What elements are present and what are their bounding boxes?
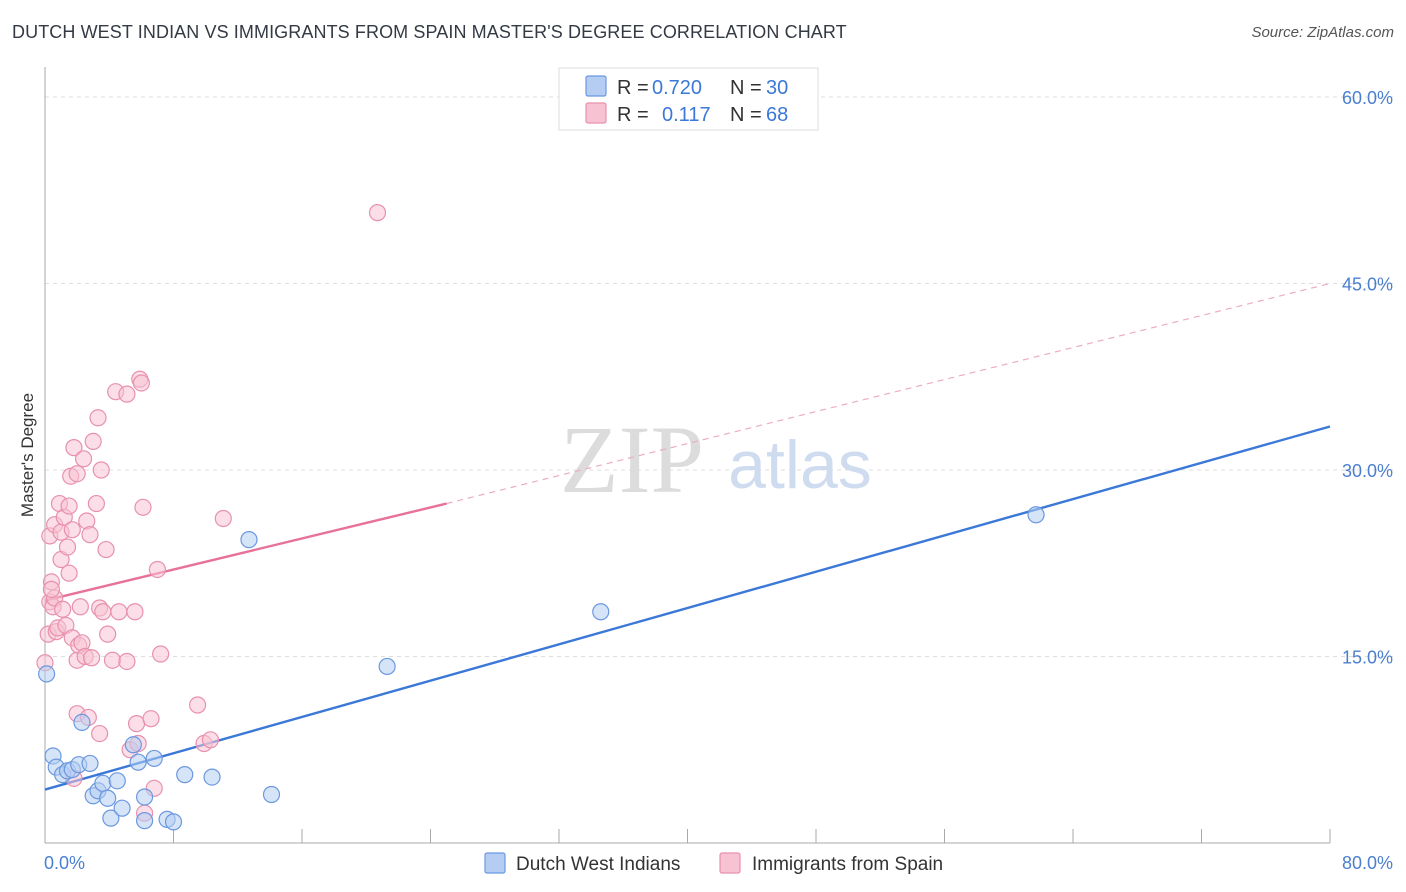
blue-point [592,603,610,621]
pink-point [214,509,232,528]
axes [44,67,1331,844]
legend-n-value-pink: 68 [766,104,788,126]
pink-point [54,600,72,618]
blue-point [81,754,99,773]
pink-point [92,461,110,479]
pink-point [81,526,99,544]
pink-point [71,598,89,616]
pink-point [134,498,152,516]
legend-r-value-pink: 0.117 [662,104,711,126]
watermark-zip: ZIP [560,406,704,513]
pink-point [74,450,93,468]
trend-lines [44,282,1331,791]
pink-point [201,731,220,749]
blue-point [94,774,112,792]
bottom-legend-label-pink: Immigrants from Spain [752,854,943,875]
bottom-legend-swatch-blue [484,852,506,874]
blue-point [135,812,154,830]
y-axis-label: Master's Degree [18,393,37,517]
bottom-legend-swatch-pink [719,852,741,874]
blue-point [129,753,147,771]
blue-point [108,772,126,790]
y-tick-label: 45.0% [1342,275,1393,295]
gridlines [45,96,1395,657]
blue-point [164,813,183,831]
pink-point [368,204,387,222]
data-points [36,204,1045,831]
pink-point [84,432,102,451]
pink-point [65,439,83,457]
legend-r-label: R = [617,104,649,126]
blue-point [38,665,56,683]
legend: R = 0.720 N = 30 R = 0.117 N = 68 [558,67,819,131]
blue-point [135,788,154,806]
pink-point [60,497,78,515]
pink-point [103,651,122,669]
pink-point [152,645,170,663]
pink-point [126,603,144,621]
blue-trend-line [44,425,1331,791]
pink-point [110,603,128,621]
pink-trend-line [44,502,447,602]
blue-point [73,713,91,731]
pink-point [148,560,167,579]
watermark: ZIP atlas [560,406,872,513]
pink-point [118,385,136,403]
pink-point [127,715,146,733]
source-credit: Source: ZipAtlas.com [1251,24,1394,41]
blue-point [124,736,142,754]
pink-point [68,465,86,483]
tick-labels: 15.0% 30.0% 45.0% 60.0% 0.0% 80.0% [44,88,1393,873]
bottom-legend: Dutch West Indians Immigrants from Spain [484,852,943,875]
pink-point [99,625,117,643]
legend-n-label: N = [730,104,762,126]
bottom-legend-label-blue: Dutch West Indians [516,854,680,875]
blue-point [262,785,281,804]
blue-point [203,768,221,786]
pink-point [142,710,160,728]
pink-point [132,374,150,392]
pink-point [42,580,61,598]
blue-point [145,749,163,768]
watermark-atlas: atlas [728,427,872,503]
blue-point [378,657,396,676]
pink-point [60,564,78,582]
chart-title: DUTCH WEST INDIAN VS IMMIGRANTS FROM SPA… [12,22,847,42]
blue-point [1027,506,1045,524]
y-tick-label: 60.0% [1342,88,1393,108]
pink-point [118,652,136,671]
legend-swatch-blue [585,75,607,97]
x-tick-label: 0.0% [44,853,85,873]
legend-swatch-pink [585,102,607,124]
legend-n-label: N = [730,77,762,99]
legend-r-label: R = [617,77,649,99]
pink-point [58,538,77,556]
pink-point [89,409,107,427]
legend-n-value-blue: 30 [766,77,788,99]
blue-point [176,766,194,784]
pink-point [63,521,81,539]
pink-point [82,649,101,667]
pink-point [188,696,207,714]
blue-point [240,531,258,549]
y-tick-label: 30.0% [1342,461,1393,481]
pink-point [94,603,112,621]
y-tick-label: 15.0% [1342,648,1393,668]
blue-point [102,809,120,827]
pink-trend-extension [446,282,1331,505]
pink-point [87,494,106,513]
x-tick-label: 80.0% [1342,853,1393,873]
legend-r-value-blue: 0.720 [652,77,702,99]
blue-point [99,789,117,807]
blue-point [113,799,131,817]
pink-point [97,540,115,559]
pink-point [91,724,109,743]
